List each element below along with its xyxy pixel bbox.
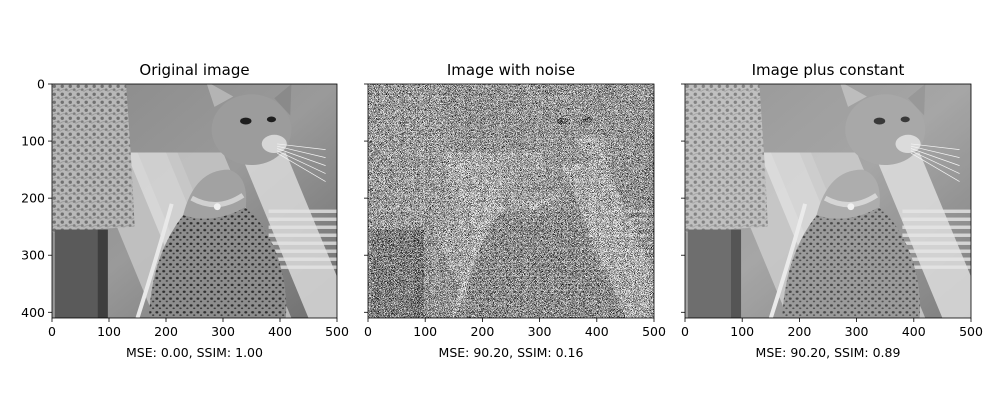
x-tick-label: 300 bbox=[211, 324, 235, 339]
y-tick-label: 300 bbox=[21, 248, 45, 263]
panel-title: Image plus constant bbox=[752, 61, 905, 79]
panel-2: Image with noise 0 100 200 300 400 500 MSE: 90.… bbox=[364, 61, 666, 360]
x-tick-label: 100 bbox=[97, 324, 121, 339]
panel-1: Original image 0 100 200 300 400 500 0 100 200 300… bbox=[21, 61, 349, 360]
y-tick-label: 0 bbox=[37, 77, 45, 92]
x-tick-label: 400 bbox=[268, 324, 292, 339]
x-tick-label: 500 bbox=[642, 324, 666, 339]
y-tick-label: 100 bbox=[21, 134, 45, 149]
panel-3: Image plus constant 0 100 200 300 400 500 MSE: … bbox=[681, 61, 983, 360]
x-tick-label: 0 bbox=[48, 324, 56, 339]
x-tick-label: 300 bbox=[845, 324, 869, 339]
x-tick-label: 200 bbox=[470, 324, 494, 339]
x-tick-label: 0 bbox=[681, 324, 689, 339]
metrics-label: MSE: 90.20, SSIM: 0.16 bbox=[439, 345, 584, 360]
panel-title: Original image bbox=[139, 61, 249, 79]
x-tick-label: 400 bbox=[585, 324, 609, 339]
x-tick-label: 400 bbox=[902, 324, 926, 339]
image-2 bbox=[368, 84, 654, 318]
x-tick-label: 200 bbox=[154, 324, 178, 339]
axes-frame bbox=[367, 83, 655, 319]
x-tick-label: 100 bbox=[413, 324, 437, 339]
y-tick-label: 200 bbox=[21, 191, 45, 206]
metrics-label: MSE: 0.00, SSIM: 1.00 bbox=[126, 345, 263, 360]
x-tick-label: 0 bbox=[364, 324, 372, 339]
panel-title: Image with noise bbox=[447, 61, 575, 79]
metrics-label: MSE: 90.20, SSIM: 0.89 bbox=[756, 345, 901, 360]
x-tick-label: 500 bbox=[325, 324, 349, 339]
image-1 bbox=[52, 84, 337, 318]
x-tick-label: 100 bbox=[730, 324, 754, 339]
axes-frame bbox=[684, 83, 972, 319]
x-tick-label: 500 bbox=[959, 324, 983, 339]
x-tick-label: 200 bbox=[787, 324, 811, 339]
axes-frame bbox=[51, 83, 338, 319]
image-3 bbox=[685, 84, 971, 318]
x-tick-label: 300 bbox=[528, 324, 552, 339]
y-tick-label: 400 bbox=[21, 305, 45, 320]
